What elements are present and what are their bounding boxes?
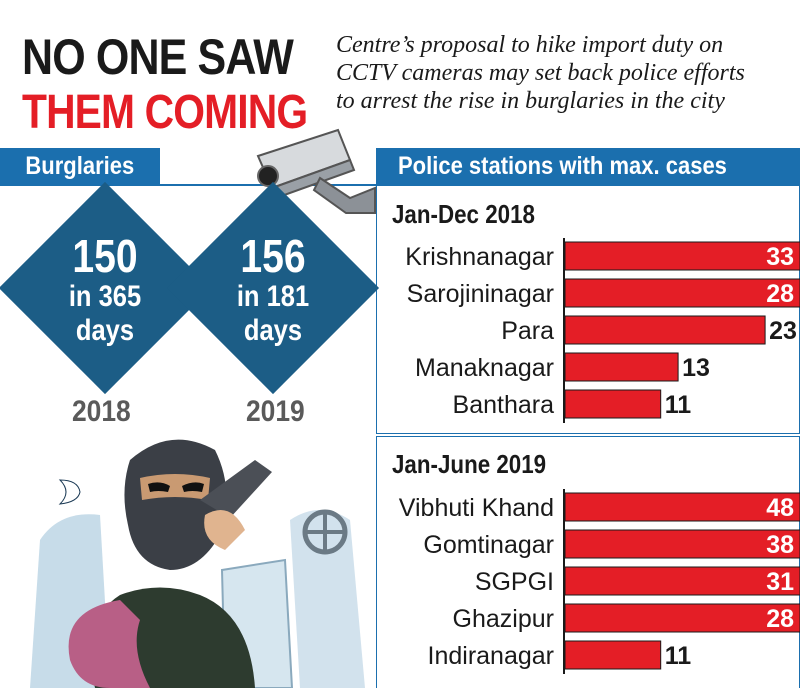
station-value-label: 11 — [665, 642, 692, 670]
chart-2019-title: Jan-June 2019 — [392, 449, 547, 479]
burglaries-2019-period-line-2: days — [243, 314, 303, 347]
chart-2018-title: Jan-Dec 2018 — [392, 199, 535, 229]
station-label: Krishnanagar — [405, 243, 554, 271]
station-label: Manaknagar — [415, 354, 554, 382]
station-value-label: 23 — [769, 317, 797, 345]
station-value-label: 33 — [766, 243, 794, 271]
station-label: Ghazipur — [453, 605, 554, 633]
station-value-label: 11 — [665, 391, 692, 419]
burglaries-header-label: Burglaries — [25, 152, 135, 180]
station-bar — [564, 566, 800, 596]
station-value-label: 38 — [766, 531, 794, 559]
police-stations-header: Police stations with max. cases — [376, 148, 800, 186]
station-value-label: 31 — [766, 568, 794, 596]
police-stations-bar-chart: Krishnanagar 33 Sarojininagar 28 Para 23 Manak… — [399, 238, 800, 674]
burglaries-2019-period-line-1: in 181 — [236, 280, 310, 313]
subtitle-line-1: Centre’s proposal to hike import duty on — [336, 32, 724, 58]
station-label: Para — [501, 317, 554, 345]
station-label: Gomtinagar — [423, 531, 554, 559]
burglaries-2019-stat: 156 in 181 days — [183, 232, 363, 348]
burglar-illustration — [30, 439, 365, 688]
burglaries-2018-period-line-2: days — [75, 314, 135, 347]
station-label: Vibhuti Khand — [399, 494, 554, 522]
station-label: Indiranagar — [428, 642, 554, 670]
station-bar — [564, 389, 662, 419]
station-bar — [564, 278, 800, 308]
burglaries-2018-period-line-1: in 365 — [68, 280, 142, 313]
station-bar — [564, 492, 800, 522]
station-label: SGPGI — [475, 568, 554, 596]
station-label: Banthara — [453, 391, 555, 419]
police-stations-header-label: Police stations with max. cases — [398, 152, 727, 180]
station-label: Sarojininagar — [407, 280, 554, 308]
station-bar — [564, 315, 766, 345]
station-value-label: 13 — [682, 354, 710, 382]
station-bar — [564, 241, 800, 271]
burglaries-2019-year: 2019 — [246, 395, 305, 428]
station-bar — [564, 603, 800, 633]
subtitle: Centre’s proposal to hike import duty on… — [336, 31, 796, 115]
burglaries-2018-count: 150 — [72, 230, 138, 282]
station-bar — [564, 640, 662, 670]
subtitle-line-3: to arrest the rise in burglaries in the … — [336, 88, 725, 114]
headline-line-2: THEM COMING — [22, 86, 308, 139]
station-bar — [564, 352, 679, 382]
station-bar — [564, 529, 800, 559]
station-value-label: 48 — [766, 494, 794, 522]
burglaries-2018-year: 2018 — [72, 395, 131, 428]
burglaries-header: Burglaries — [0, 148, 160, 186]
station-value-label: 28 — [766, 280, 794, 308]
burglaries-2018-stat: 150 in 365 days — [15, 232, 195, 348]
burglaries-2019-count: 156 — [240, 230, 306, 282]
station-value-label: 28 — [766, 605, 794, 633]
section-divider — [0, 184, 376, 186]
headline-line-1: NO ONE SAW — [22, 29, 294, 85]
subtitle-line-2: CCTV cameras may set back police efforts — [336, 60, 745, 86]
